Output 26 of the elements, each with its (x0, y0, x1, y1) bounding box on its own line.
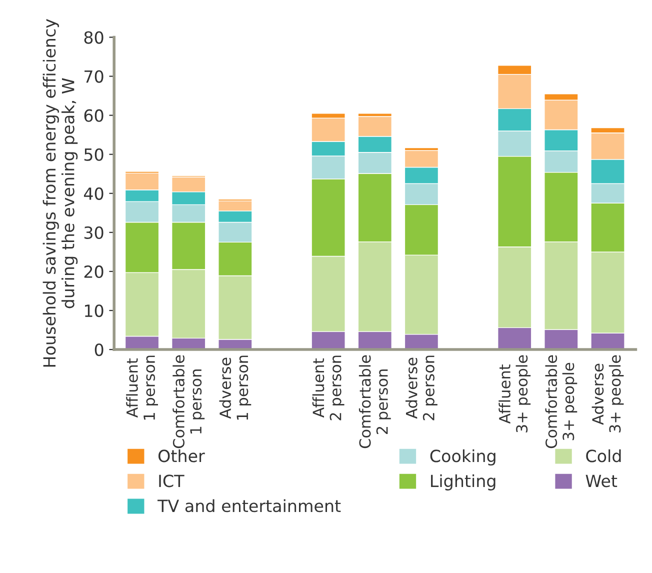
y-tick-label: 10 (85, 304, 104, 318)
x-tick-label: Comfortable 1 person (172, 355, 205, 448)
x-tick-label: Affluent 3+ people (498, 355, 531, 432)
x-tick-label: Adverse 3+ people (592, 355, 624, 432)
y-tick-label: 40 (84, 187, 104, 200)
legend-label: Cold (586, 449, 621, 462)
y-tick-label: 30 (84, 226, 104, 239)
legend-label: Other (158, 449, 205, 462)
x-tick-label: Comfortable 3+ people (545, 355, 578, 448)
x-tick-label: Adverse 2 person (406, 356, 438, 420)
y-tick-label: 50 (84, 148, 104, 161)
y-axis-title: Household savings from energy efficiency during the evening peak, W (42, 19, 78, 367)
legend-label: TV and entertainment (158, 499, 341, 512)
x-tick-label: Affluent 2 person (312, 356, 344, 420)
legend-label: Wet (586, 474, 618, 488)
y-tick-label: 80 (84, 31, 104, 44)
y-tick-label: 70 (84, 70, 104, 83)
y-tick-label: 60 (84, 109, 104, 122)
y-tick-label: 20 (84, 265, 104, 278)
legend-label: ICT (159, 474, 184, 488)
legend-label: Cooking (430, 449, 496, 466)
x-tick-label: Adverse 1 person (219, 356, 252, 420)
x-tick-label: Comfortable 2 person (358, 355, 391, 448)
y-tick-label: 0 (94, 343, 104, 356)
x-tick-label: Affluent 1 person (126, 356, 158, 420)
legend-label: Lighting (431, 474, 496, 490)
